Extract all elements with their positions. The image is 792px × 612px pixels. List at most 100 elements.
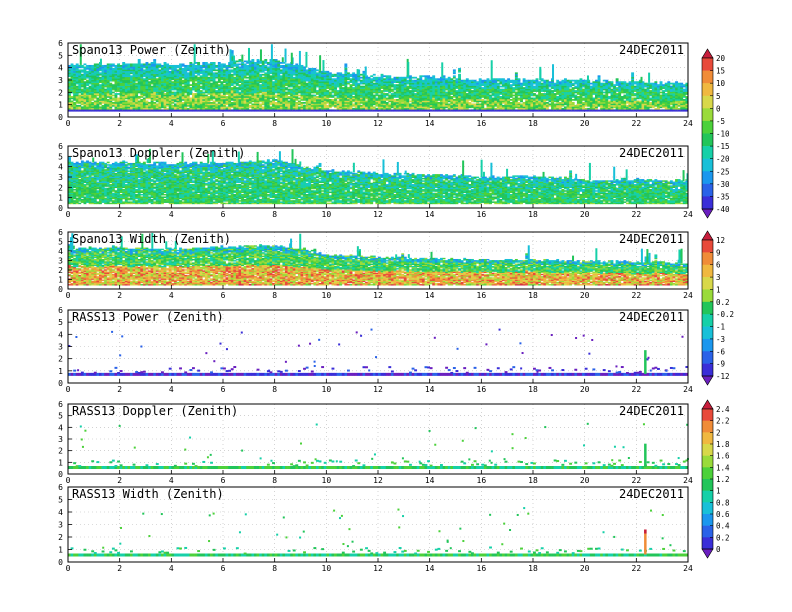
data-cell: [217, 81, 221, 84]
data-cell: [507, 98, 511, 101]
data-cell: [362, 76, 366, 79]
data-cell: [339, 96, 343, 98]
data-cell: [212, 90, 216, 92]
data-cell: [111, 94, 115, 97]
data-cell: [230, 53, 234, 55]
data-cell: [385, 84, 389, 86]
data-cell: [481, 104, 485, 107]
data-cell: [323, 101, 327, 104]
data-cell: [109, 91, 113, 94]
data-cell: [434, 90, 438, 92]
data-cell: [246, 107, 250, 110]
data-cell: [228, 81, 232, 84]
data-cell: [290, 93, 294, 95]
data-cell: [522, 88, 526, 91]
data-cell: [117, 78, 120, 81]
data-cell: [132, 103, 136, 106]
data-cell: [86, 93, 89, 95]
data-cell: [251, 103, 255, 106]
data-cell: [168, 91, 172, 94]
data-cell: [96, 78, 100, 81]
data-cell: [96, 63, 100, 66]
data-cell: [153, 85, 157, 88]
data-cell: [533, 90, 536, 92]
data-cell: [445, 109, 449, 112]
data-cell: [525, 100, 529, 103]
data-cell: [179, 96, 182, 98]
data-cell: [401, 100, 405, 103]
data-cell: [88, 76, 92, 79]
data-cell: [308, 98, 312, 101]
data-cell: [99, 76, 102, 79]
data-cell: [323, 96, 327, 98]
data-cell: [243, 90, 247, 92]
data-cell: [73, 64, 77, 67]
data-cell: [256, 87, 260, 89]
data-cell: [161, 101, 164, 104]
data-cell: [514, 79, 518, 82]
data-cell: [409, 97, 412, 100]
data-cell: [75, 73, 79, 76]
data-cell: [354, 79, 358, 82]
data-cell: [189, 64, 193, 67]
data-cell: [78, 109, 82, 112]
data-cell: [186, 82, 190, 85]
data-cell: [533, 88, 536, 91]
data-cell: [339, 78, 343, 81]
data-cell: [135, 93, 139, 95]
data-cell: [290, 73, 294, 76]
data-cell: [398, 97, 402, 100]
data-cell: [101, 85, 105, 88]
data-cell: [385, 104, 389, 107]
data-cell: [137, 61, 141, 64]
data-cell: [339, 87, 343, 89]
data-cell: [522, 97, 526, 100]
data-cell: [287, 104, 291, 107]
data-cell: [184, 106, 188, 109]
data-cell: [111, 104, 115, 107]
data-cell: [137, 73, 141, 76]
data-cell: [292, 106, 296, 109]
data-cell: [114, 100, 118, 103]
data-cell: [388, 97, 392, 100]
data-cell: [274, 64, 278, 67]
data-cell: [414, 81, 418, 84]
data-cell: [132, 104, 136, 107]
data-cell: [300, 67, 304, 70]
data-cell: [509, 87, 513, 89]
data-cell: [463, 87, 467, 89]
data-cell: [256, 84, 260, 86]
data-cell: [194, 72, 198, 75]
data-cell: [274, 107, 278, 110]
data-cell: [266, 84, 270, 86]
data-cell: [367, 98, 371, 101]
data-cell: [321, 96, 325, 98]
data-cell: [401, 81, 405, 84]
data-cell: [259, 67, 263, 70]
data-cell: [295, 82, 299, 85]
data-cell: [277, 66, 281, 69]
data-cell: [238, 97, 242, 100]
data-cell: [93, 69, 97, 72]
data-cell: [135, 78, 139, 81]
data-cell: [78, 87, 82, 89]
data-cell: [148, 70, 151, 73]
data-cell: [414, 84, 418, 86]
data-cell: [256, 66, 260, 69]
data-cell: [135, 94, 139, 97]
data-cell: [396, 106, 399, 109]
data-cell: [155, 104, 159, 107]
data-cell: [155, 107, 159, 110]
data-cell: [88, 109, 92, 112]
data-cell: [212, 103, 216, 106]
data-cell: [507, 81, 511, 84]
data-cell: [375, 84, 379, 86]
data-cell: [243, 79, 247, 82]
data-cell: [210, 85, 213, 88]
data-cell: [119, 104, 123, 107]
data-cell: [88, 67, 92, 70]
data-cell: [318, 81, 322, 84]
data-cell: [481, 98, 485, 101]
data-cell: [264, 69, 268, 72]
data-cell: [148, 90, 151, 92]
